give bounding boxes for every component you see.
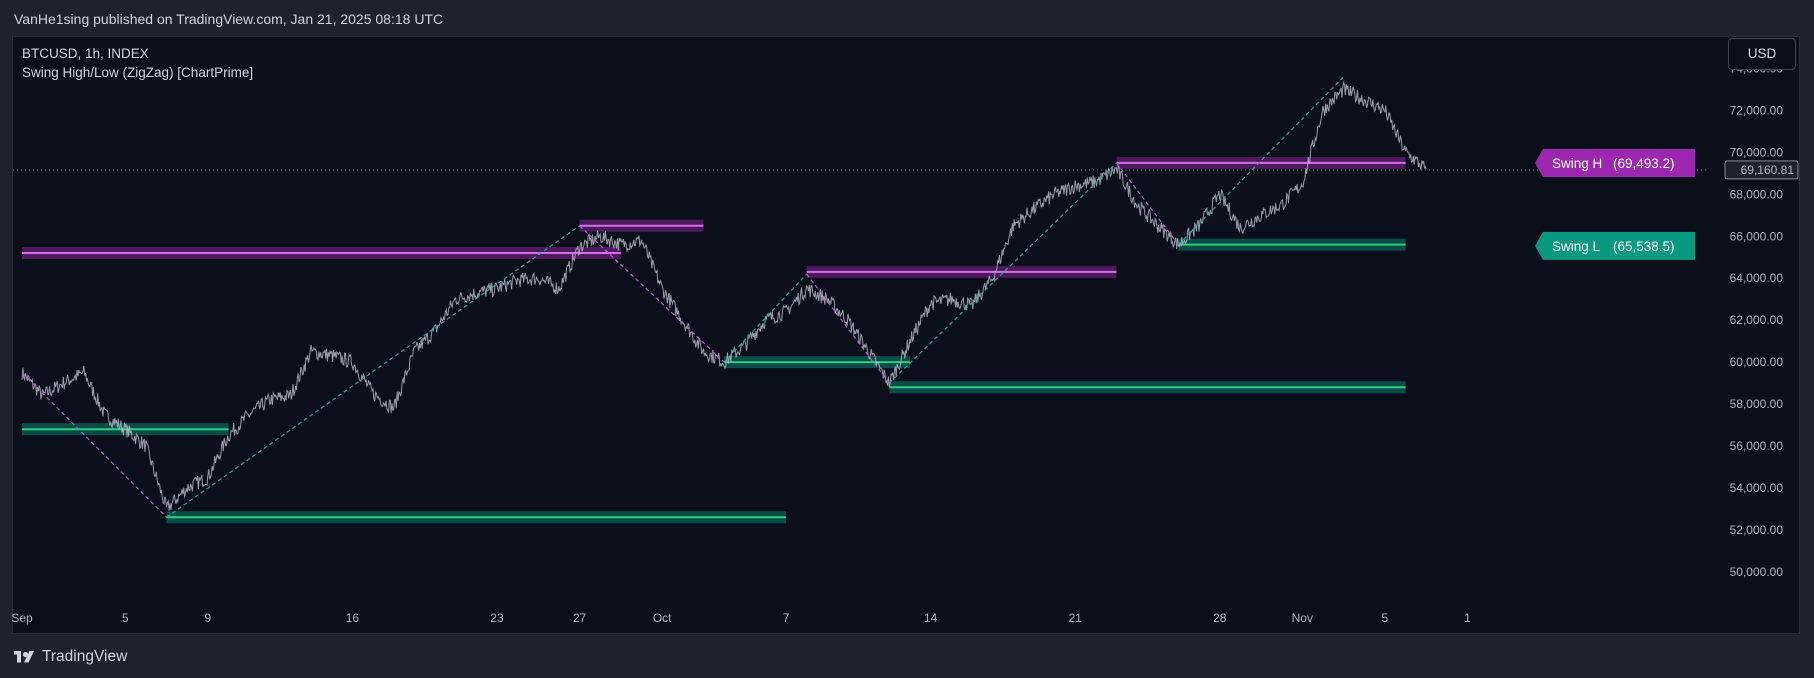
price-tick-label: 66,000.00	[1730, 229, 1784, 243]
tradingview-logo-icon[interactable]	[14, 651, 38, 665]
indicator-info[interactable]: Swing High/Low (ZigZag) [ChartPrime]	[22, 65, 254, 80]
time-tick-label: 7	[783, 611, 790, 625]
symbol-info[interactable]: BTCUSD, 1h, INDEX	[22, 46, 149, 61]
published-text: VanHe1sing published on TradingView.com,…	[14, 11, 444, 27]
zigzag-down-segment	[806, 273, 890, 384]
chart-frame[interactable]	[12, 36, 1800, 634]
price-tick-label: 52,000.00	[1730, 523, 1784, 537]
time-tick-label: 5	[122, 611, 129, 625]
time-tick-label: 5	[1382, 611, 1389, 625]
footer-brand[interactable]: TradingView	[42, 648, 128, 665]
last-price-badge	[1724, 160, 1799, 180]
time-axis[interactable]: Sep 5 9 16 23 27 Oct 7 14 21 28 Nov 5 1	[11, 611, 1471, 625]
zigzag-up-segment	[1177, 76, 1345, 246]
publish-header: VanHe1sing published on TradingView.com,…	[0, 0, 1814, 36]
currency-button[interactable]: USD	[1728, 38, 1796, 70]
price-tick-label: 50,000.00	[1730, 565, 1784, 579]
last-price-label: 69,160.81	[1741, 163, 1795, 177]
price-axis[interactable]: 50,000.00 52,000.00 54,000.00 56,000.00 58,0…	[1724, 61, 1799, 579]
time-tick-label: 28	[1213, 611, 1227, 625]
price-tick-label: 70,000.00	[1730, 145, 1784, 159]
time-tick-label: 21	[1068, 611, 1082, 625]
swing-low-label: Swing L (65,538.5)	[1535, 231, 1695, 260]
time-tick-label: 9	[205, 611, 212, 625]
price-tick-label: 58,000.00	[1730, 397, 1784, 411]
zigzag-down-segment	[21, 372, 167, 518]
chart-legend: BTCUSD, 1h, INDEX Swing High/Low (ZigZag…	[22, 44, 253, 82]
zigzag-down-segment	[1115, 162, 1179, 246]
price-tick-label: 60,000.00	[1730, 355, 1784, 369]
swing-labels: Swing H (69,493.2) Swing L (65,538.5)	[1535, 148, 1695, 260]
swing-low-value: (65,538.5)	[1613, 239, 1675, 254]
zigzag-up-segment	[888, 162, 1117, 384]
time-tick-label: 23	[490, 611, 504, 625]
time-tick-label: Nov	[1292, 611, 1313, 625]
zigzag-up-segment	[723, 273, 808, 363]
price-tick-label: 68,000.00	[1730, 187, 1784, 201]
footer	[0, 634, 1814, 678]
price-tick-label: 54,000.00	[1730, 481, 1784, 495]
swing-high-label: Swing H (69,493.2)	[1535, 148, 1695, 177]
zigzag-up-segment	[166, 225, 580, 518]
price-tick-label: 56,000.00	[1730, 439, 1784, 453]
price-tick-label: 64,000.00	[1730, 271, 1784, 285]
time-tick-label: Oct	[653, 611, 672, 625]
time-tick-label: 16	[346, 611, 360, 625]
time-tick-label: 27	[573, 611, 587, 625]
swing-high-text: Swing H	[1552, 156, 1602, 171]
zigzag-down-segment	[579, 225, 725, 363]
price-series	[21, 80, 1427, 511]
price-tick-label: 62,000.00	[1730, 313, 1784, 327]
time-tick-label: 14	[924, 611, 938, 625]
price-tick-label: 72,000.00	[1730, 103, 1784, 117]
time-tick-label: Sep	[11, 611, 33, 625]
swing-high-value: (69,493.2)	[1613, 156, 1675, 171]
plot-area[interactable]	[13, 76, 1708, 524]
time-tick-label: 1	[1464, 611, 1471, 625]
swing-low-text: Swing L	[1552, 239, 1601, 254]
